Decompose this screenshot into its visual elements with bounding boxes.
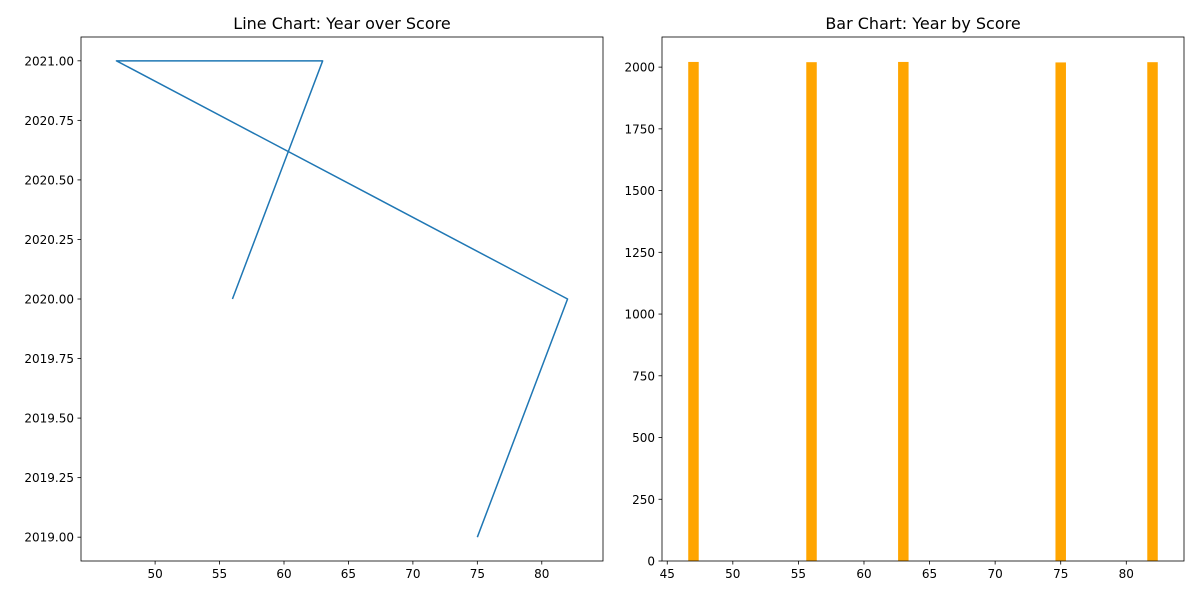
bar-chart-bar bbox=[898, 61, 909, 562]
line-chart-y-tick-label: 2020.50 bbox=[24, 173, 74, 187]
line-chart-x-tick-label: 75 bbox=[470, 567, 485, 581]
bar-chart-y-tick-label: 250 bbox=[632, 493, 655, 507]
bar-chart-x-tick-label: 50 bbox=[725, 567, 740, 581]
bar-chart-y-tick-label: 0 bbox=[647, 555, 655, 569]
line-chart-y-tick-label: 2019.00 bbox=[24, 531, 74, 545]
bar-chart-bar bbox=[1055, 62, 1066, 561]
line-chart-series-line bbox=[115, 60, 569, 538]
bar-chart-y-axis: 0 250 500 750 1000 1250 1500 1750 2000 bbox=[624, 61, 662, 569]
line-chart-y-tick-label: 2019.75 bbox=[24, 352, 74, 366]
line-chart-y-tick-label: 2021.00 bbox=[24, 54, 74, 68]
line-chart-y-tick-label: 2020.25 bbox=[24, 233, 74, 247]
bar-chart-y-tick-label: 500 bbox=[632, 431, 655, 445]
bar-chart-x-tick-label: 75 bbox=[1053, 567, 1068, 581]
bar-chart-x-tick-label: 60 bbox=[856, 567, 871, 581]
bar-chart-y-tick-label: 750 bbox=[632, 369, 655, 383]
bar-chart-y-tick-label: 1750 bbox=[624, 122, 655, 136]
line-chart-y-tick-label: 2020.75 bbox=[24, 114, 74, 128]
bar-chart-marks bbox=[688, 61, 1158, 562]
line-chart-y-tick-label: 2020.00 bbox=[24, 293, 74, 307]
bar-chart-bar bbox=[806, 62, 817, 561]
bar-chart-x-tick-label: 80 bbox=[1119, 567, 1134, 581]
bar-chart-bar bbox=[688, 61, 699, 562]
line-chart-title: Line Chart: Year over Score bbox=[233, 14, 450, 33]
bar-chart-x-tick-label: 55 bbox=[791, 567, 806, 581]
line-chart-marks bbox=[115, 60, 569, 538]
bar-chart-x-tick-label: 45 bbox=[660, 567, 675, 581]
bar-chart-bar bbox=[1147, 62, 1158, 561]
bar-chart-panel: Bar Chart: Year by Score 45 50 55 60 65 70 75 8… bbox=[624, 14, 1185, 581]
bar-chart-y-tick-label: 1500 bbox=[624, 184, 655, 198]
bar-chart-title: Bar Chart: Year by Score bbox=[825, 14, 1020, 33]
line-chart-x-tick-label: 50 bbox=[147, 567, 162, 581]
bar-chart-y-tick-label: 2000 bbox=[624, 61, 655, 75]
line-chart-x-tick-label: 60 bbox=[276, 567, 291, 581]
line-chart-x-axis: 50 55 60 65 70 75 80 bbox=[147, 561, 549, 581]
bar-chart-y-tick-label: 1000 bbox=[624, 308, 655, 322]
line-chart-x-tick-label: 70 bbox=[405, 567, 420, 581]
bar-chart-y-tick-label: 1250 bbox=[624, 246, 655, 260]
line-chart-panel: Line Chart: Year over Score 50 55 60 65 70 75… bbox=[24, 14, 604, 581]
bar-chart-x-axis: 45 50 55 60 65 70 75 80 bbox=[660, 561, 1134, 581]
line-chart-x-tick-label: 65 bbox=[341, 567, 356, 581]
bar-chart-axes-frame bbox=[661, 36, 1185, 562]
line-chart-x-tick-label: 80 bbox=[534, 567, 549, 581]
line-chart-axes-frame bbox=[80, 36, 604, 562]
line-chart-y-tick-label: 2019.25 bbox=[24, 471, 74, 485]
line-chart-y-axis: 2019.00 2019.25 2019.50 2019.75 2020.00 2020.… bbox=[24, 54, 81, 545]
line-chart-x-tick-label: 55 bbox=[212, 567, 227, 581]
bar-chart-x-tick-label: 65 bbox=[922, 567, 937, 581]
line-chart-y-tick-label: 2019.50 bbox=[24, 412, 74, 426]
bar-chart-x-tick-label: 70 bbox=[987, 567, 1002, 581]
